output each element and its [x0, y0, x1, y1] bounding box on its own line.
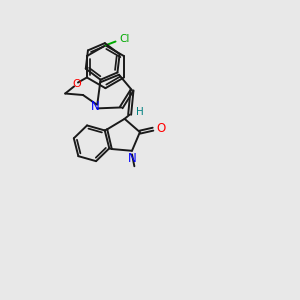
Text: N: N: [91, 100, 100, 113]
Text: H: H: [136, 107, 143, 117]
Text: Cl: Cl: [119, 34, 130, 44]
Text: N: N: [128, 152, 136, 165]
Text: O: O: [72, 79, 81, 89]
Text: O: O: [157, 122, 166, 135]
